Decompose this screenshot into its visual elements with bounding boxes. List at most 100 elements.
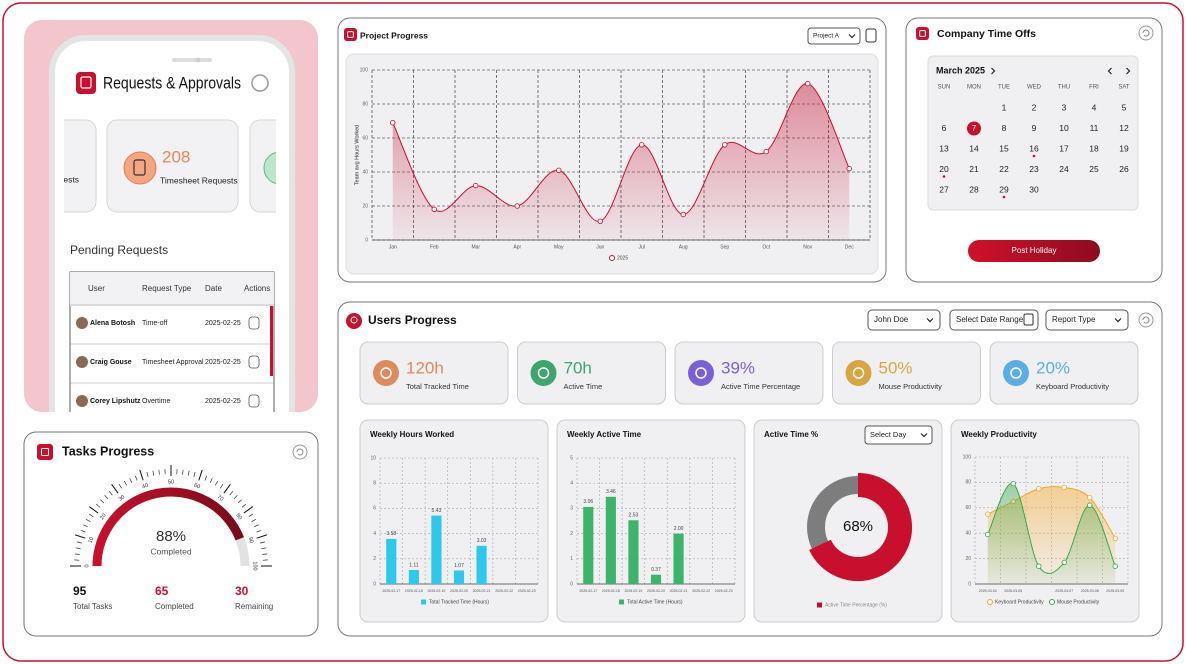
action-button[interactable] [248, 316, 260, 330]
calendar-day[interactable]: 3 [1062, 102, 1067, 112]
filter-dropdown[interactable] [949, 309, 1039, 331]
refresh-icon [1142, 29, 1150, 37]
y-tick-label: 0 [373, 581, 376, 587]
stat-label: Total Tasks [73, 602, 112, 611]
refresh-button[interactable] [1138, 25, 1154, 41]
stat-value: 30 [235, 584, 249, 598]
calendar-day[interactable]: 1 [1002, 102, 1007, 112]
request-card[interactable] [20, 119, 97, 213]
gauge-minor-tick [204, 475, 208, 481]
calendar-day[interactable]: 13 [939, 143, 949, 153]
calendar-day[interactable]: 20 [939, 164, 949, 174]
refresh-button[interactable] [1138, 312, 1154, 328]
calendar-day[interactable]: 10 [1059, 123, 1069, 133]
point [1112, 563, 1118, 569]
calendar-day[interactable]: 27 [939, 184, 949, 194]
x-tick-label: 2025-02-18 [405, 589, 423, 593]
chart-dropdown[interactable] [807, 27, 861, 45]
stat-card [832, 341, 981, 405]
calendar-day[interactable]: 24 [1059, 164, 1069, 174]
post-holiday-button[interactable] [968, 240, 1100, 262]
action-button[interactable] [248, 394, 260, 408]
calendar-day[interactable]: 29 [999, 184, 1009, 194]
bar-value-label: 2.53 [629, 513, 639, 519]
user-name: Craig Gouse [90, 359, 132, 366]
x-tick-label: 2025-02-22 [495, 589, 513, 593]
calendar-day[interactable]: 26 [1119, 164, 1129, 174]
gauge-minor-tick [262, 553, 268, 555]
legend-label: Total Active Time (Hours) [627, 599, 683, 605]
point [514, 203, 520, 209]
stat-icon [1003, 360, 1029, 386]
calendar-day[interactable]: 18 [1089, 143, 1099, 153]
calendar-day[interactable]: 6 [942, 123, 947, 133]
y-tick-label: 100 [963, 454, 972, 460]
calendar-day[interactable]: 15 [999, 143, 1009, 153]
calendar-day[interactable]: 30 [1029, 184, 1039, 194]
chart-title: Active Time % [764, 430, 818, 439]
calendar-day[interactable]: 8 [1002, 123, 1007, 133]
chevron-icon [991, 67, 996, 75]
legend-label: Total Tracked Time (Hours) [429, 599, 489, 605]
time-off-marker [1002, 195, 1006, 199]
chart-dropdown[interactable] [864, 425, 933, 445]
panel-icon-glyph [40, 447, 50, 457]
calendar-day[interactable]: 16 [1029, 143, 1039, 153]
refresh-button[interactable] [251, 74, 269, 92]
calendar-day[interactable]: 5 [1122, 102, 1127, 112]
gauge-tick [198, 469, 203, 481]
calendar-day[interactable]: 11 [1090, 123, 1099, 133]
gauge-tick-label: 90 [247, 536, 255, 544]
stat-icon-glyph [537, 367, 550, 379]
gauge-minor-tick [76, 541, 82, 544]
point [805, 80, 811, 87]
x-tick-label: Nov [803, 244, 812, 250]
filter-dropdown[interactable] [867, 309, 941, 331]
selected-day [967, 121, 981, 136]
column-header: Request Type [142, 284, 192, 293]
calendar-day[interactable]: 7 [972, 123, 977, 133]
request-type: Timesheet Approval [142, 359, 204, 366]
calendar-day[interactable]: 12 [1119, 123, 1129, 133]
y-tick-label: 0 [365, 237, 368, 243]
request-card[interactable] [249, 119, 310, 213]
x-tick-label: Oct [762, 244, 770, 250]
calendar-day[interactable]: 2 [1032, 102, 1037, 112]
y-tick-label: 4 [570, 481, 573, 487]
calendar-button[interactable] [865, 28, 877, 43]
calendar-day[interactable]: 14 [969, 143, 979, 153]
gauge-minor-tick [152, 470, 155, 476]
card-count: 208 [162, 147, 190, 166]
screen: Requests & Approvals ests 208 Timesheet Req… [20, 72, 310, 412]
refresh-button[interactable] [292, 444, 308, 460]
table-header [70, 272, 274, 306]
point [680, 211, 686, 218]
calendar-day[interactable]: 4 [1092, 102, 1097, 112]
legend-marker [619, 599, 624, 605]
card-icon [123, 151, 157, 185]
x-tick-label: Sep [720, 244, 729, 250]
calendar-day[interactable]: 23 [1029, 164, 1039, 174]
filter-dropdown[interactable] [1045, 309, 1129, 331]
calendar-day[interactable]: 28 [969, 184, 979, 194]
weekday: FRI [1089, 85, 1099, 91]
gauge-minor-tick [256, 529, 262, 533]
x-tick-label: 2025-02-23 [518, 589, 536, 593]
column-header: User [88, 284, 105, 293]
x-tick-label: Dec [845, 244, 854, 250]
action-button[interactable] [248, 355, 260, 369]
x-tick-label: 2025-02-18 [602, 589, 620, 593]
calendar-day[interactable]: 9 [1032, 123, 1037, 133]
calendar-day[interactable]: 21 [969, 164, 979, 174]
chart-card [556, 419, 746, 623]
x-tick-label: 2025-02-19 [427, 589, 445, 593]
calendar-day[interactable]: 25 [1089, 164, 1099, 174]
stat-card [989, 341, 1139, 405]
calendar-day[interactable]: 22 [999, 164, 1009, 174]
calendar-day[interactable]: 17 [1059, 143, 1069, 153]
point [556, 167, 562, 173]
calendar-day[interactable]: 19 [1119, 143, 1129, 153]
request-card[interactable] [106, 119, 239, 213]
panel-icon-glyph [919, 30, 926, 37]
